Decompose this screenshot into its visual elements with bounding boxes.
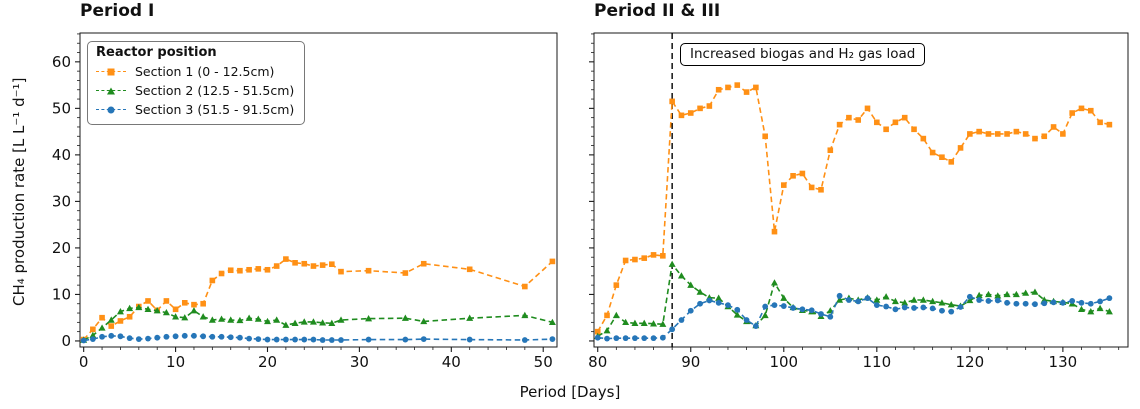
legend-item-section-1: Section 1 (0 - 12.5cm) — [96, 62, 294, 81]
panel-title-period-2-3: Period II & III — [594, 1, 721, 21]
legend: Reactor position Section 1 (0 - 12.5cm) … — [87, 41, 306, 125]
svg-text:0: 0 — [79, 353, 89, 371]
svg-text:0: 0 — [61, 332, 71, 350]
svg-text:10: 10 — [52, 285, 71, 303]
svg-text:30: 30 — [350, 353, 369, 371]
dashed-line-triangle-marker-icon — [96, 87, 126, 95]
dashed-line-circle-marker-icon — [96, 106, 126, 114]
legend-item-section-2: Section 2 (12.5 - 51.5cm) — [96, 81, 294, 100]
legend-title: Reactor position — [96, 45, 217, 60]
svg-text:130: 130 — [1049, 353, 1078, 371]
svg-text:30: 30 — [52, 192, 71, 210]
legend-label-section-3: Section 3 (51.5 - 91.5cm) — [135, 102, 295, 117]
legend-label-section-2: Section 2 (12.5 - 51.5cm) — [135, 83, 295, 98]
svg-text:50: 50 — [534, 353, 553, 371]
x-axis-label: Period [Days] — [519, 383, 621, 401]
svg-text:40: 40 — [442, 353, 461, 371]
svg-text:120: 120 — [956, 353, 985, 371]
annotation-box: Increased biogas and H₂ gas load — [680, 43, 926, 66]
svg-text:60: 60 — [52, 53, 71, 71]
svg-text:100: 100 — [769, 353, 798, 371]
dashed-line-square-marker-icon — [96, 68, 126, 76]
legend-label-section-1: Section 1 (0 - 12.5cm) — [135, 64, 275, 79]
panel-title-period-1: Period I — [80, 1, 155, 21]
svg-text:20: 20 — [52, 239, 71, 257]
svg-text:20: 20 — [258, 353, 277, 371]
legend-item-section-3: Section 3 (51.5 - 91.5cm) — [96, 100, 294, 119]
y-axis-label: CH₄ production rate [L L⁻¹ d⁻¹] — [10, 77, 28, 306]
svg-text:10: 10 — [166, 353, 185, 371]
svg-text:110: 110 — [862, 353, 891, 371]
svg-text:90: 90 — [681, 353, 700, 371]
svg-text:50: 50 — [52, 99, 71, 117]
svg-text:80: 80 — [588, 353, 607, 371]
svg-text:40: 40 — [52, 146, 71, 164]
